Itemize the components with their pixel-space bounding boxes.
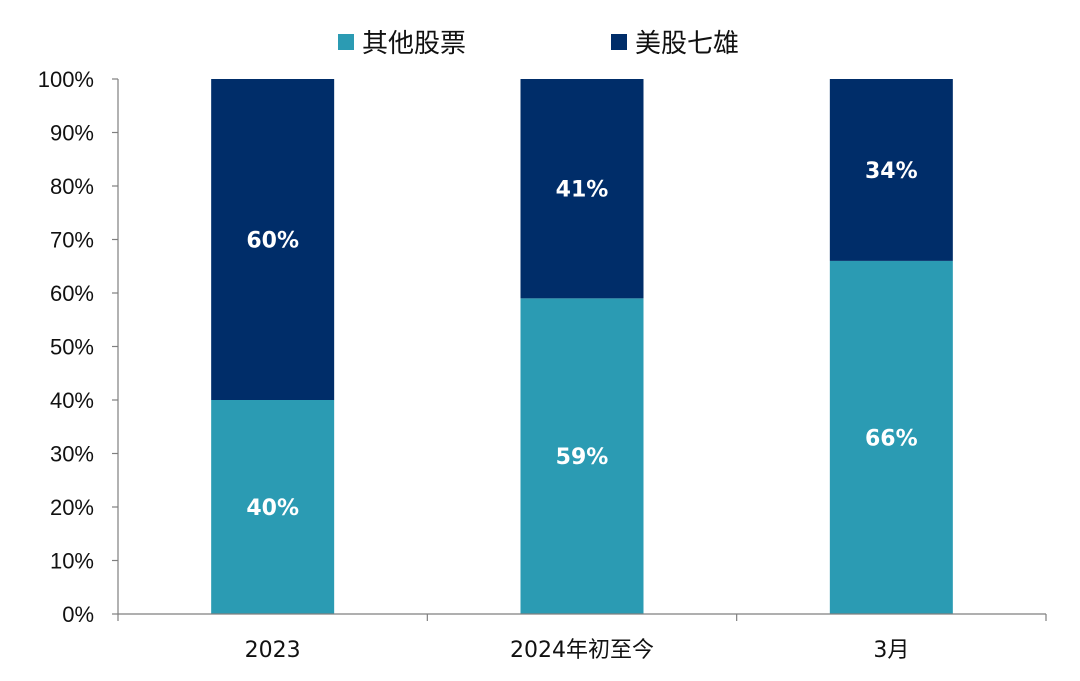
bar-segment-1-3 xyxy=(829,260,953,614)
y-tick-label: 60% xyxy=(50,281,94,306)
x-category-label: 2024年初至今 xyxy=(510,638,654,663)
x-axis: 2023 2024年初至今 3月 xyxy=(117,613,1047,663)
y-tick-label: 30% xyxy=(50,442,94,467)
bar-segment-2-1 xyxy=(211,79,335,400)
bar-segment-1-1 xyxy=(211,400,335,614)
data-label-2-2: 41% xyxy=(556,178,609,203)
y-axis: 0% 10% 20% 30% 40% 50% 60% 70% 80% 90% 100% xyxy=(38,67,119,627)
y-tick-label: 10% xyxy=(50,549,94,574)
data-label-1-2: 59% xyxy=(556,445,609,470)
y-tick-label: 0% xyxy=(62,602,94,627)
legend-swatch-2 xyxy=(611,34,627,50)
y-tick-label: 50% xyxy=(50,335,94,360)
y-tick-label: 100% xyxy=(38,67,94,92)
y-tick-label: 90% xyxy=(50,121,94,146)
legend-swatch-1 xyxy=(338,34,354,50)
bars: 40% 60% 59% 41% 66% 34% xyxy=(211,79,953,614)
x-category-label: 2023 xyxy=(245,638,301,663)
y-tick-label: 80% xyxy=(50,174,94,199)
bar-segment-1-2 xyxy=(520,298,644,614)
legend-label-1: 其他股票 xyxy=(362,29,466,59)
bar-segment-2-2 xyxy=(520,79,644,299)
bar-segment-2-3 xyxy=(829,79,953,261)
legend: 其他股票 美股七雄 xyxy=(338,29,739,59)
legend-label-2: 美股七雄 xyxy=(635,29,739,59)
y-tick-label: 70% xyxy=(50,228,94,253)
y-tick-label: 20% xyxy=(50,495,94,520)
y-tick-label: 40% xyxy=(50,388,94,413)
data-label-1-3: 66% xyxy=(865,426,918,451)
x-category-label: 3月 xyxy=(873,638,909,663)
data-label-1-1: 40% xyxy=(246,496,299,521)
data-label-2-1: 60% xyxy=(246,229,299,254)
data-label-2-3: 34% xyxy=(865,159,918,184)
